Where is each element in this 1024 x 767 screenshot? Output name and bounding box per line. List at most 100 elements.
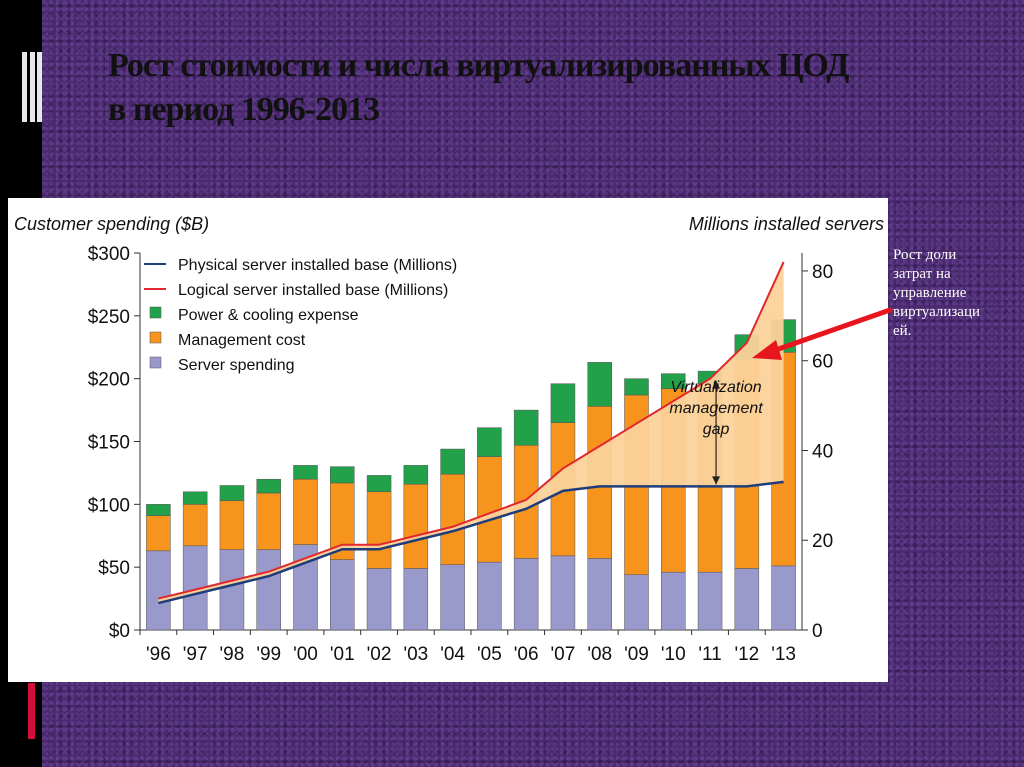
legend-label: Power & cooling expense bbox=[178, 307, 359, 324]
y-left-tick-label: $0 bbox=[109, 621, 130, 642]
legend-label: Physical server installed base (Millions… bbox=[178, 257, 457, 274]
bar-segment-management-cost bbox=[219, 500, 245, 550]
x-tick-label: '00 bbox=[293, 644, 318, 665]
bar-segment-power-cooling-expense bbox=[293, 465, 318, 480]
bar-segment-power-cooling-expense bbox=[182, 491, 208, 505]
x-tick-label: '13 bbox=[771, 644, 796, 665]
y-left-tick-label: $250 bbox=[88, 307, 130, 328]
bar-segment-server-spending bbox=[366, 568, 392, 631]
x-tick-label: '08 bbox=[587, 644, 612, 665]
decorative-red-bar bbox=[28, 683, 35, 739]
x-tick-label: '06 bbox=[514, 644, 539, 665]
x-tick-label: '07 bbox=[551, 644, 576, 665]
bar-segment-power-cooling-expense bbox=[513, 409, 539, 446]
slide-title-line1: Рост стоимости и числа виртуализированны… bbox=[108, 47, 850, 84]
gap-annotation-line: management bbox=[669, 400, 763, 417]
bar-segment-power-cooling-expense bbox=[661, 373, 686, 389]
x-tick-label: '98 bbox=[220, 644, 245, 665]
y-left-tick-label: $100 bbox=[88, 495, 130, 516]
bar-segment-power-cooling-expense bbox=[366, 475, 392, 493]
y-left-tick-label: $50 bbox=[98, 558, 130, 579]
x-tick-label: '12 bbox=[734, 644, 759, 665]
slide-title-line2: в период 1996-2013 bbox=[108, 91, 380, 128]
bar-segment-management-cost bbox=[293, 478, 318, 545]
bar-segment-server-spending bbox=[697, 571, 723, 631]
legend-box-swatch bbox=[149, 306, 162, 319]
y-right-tick-label: 0 bbox=[812, 621, 823, 642]
bar-segment-management-cost bbox=[366, 491, 392, 569]
bar-segment-power-cooling-expense bbox=[587, 362, 612, 407]
y-left-tick-label: $150 bbox=[88, 433, 130, 454]
bar-segment-server-spending bbox=[550, 555, 576, 631]
chart-svg: Customer spending ($B) Millions installed… bbox=[14, 214, 884, 665]
y-left-tick-label: $200 bbox=[88, 370, 130, 391]
bar-segment-server-spending bbox=[661, 571, 686, 631]
y-right-tick-label: 40 bbox=[812, 441, 833, 462]
gap-annotation-line: Virtualization bbox=[670, 379, 761, 396]
y-right-axis-title: Millions installed servers bbox=[689, 214, 884, 234]
bar-segment-management-cost bbox=[440, 473, 465, 565]
line-series-logical bbox=[158, 261, 785, 600]
side-note-line: затрат на bbox=[893, 266, 951, 282]
bar-segment-server-spending bbox=[624, 574, 649, 631]
bar-segment-server-spending bbox=[587, 558, 612, 631]
bar-segment-server-spending bbox=[219, 549, 245, 631]
bar-segment-power-cooling-expense bbox=[550, 383, 576, 423]
side-note-line: виртуализаци bbox=[893, 304, 981, 320]
bar-segment-power-cooling-expense bbox=[146, 504, 171, 516]
legend-box-swatch bbox=[149, 356, 162, 369]
x-tick-label: '11 bbox=[698, 644, 721, 665]
x-tick-label: '04 bbox=[440, 644, 465, 665]
bar-segment-management-cost bbox=[146, 515, 171, 552]
bar-segment-server-spending bbox=[330, 559, 355, 631]
bar-segment-management-cost bbox=[182, 504, 208, 547]
bar-segment-power-cooling-expense bbox=[219, 485, 245, 501]
y-right-tick-label: 80 bbox=[812, 262, 833, 283]
bar-segment-server-spending bbox=[477, 561, 502, 631]
bar-segment-power-cooling-expense bbox=[403, 465, 429, 485]
bar-segment-server-spending bbox=[513, 558, 539, 631]
x-tick-label: '97 bbox=[183, 644, 208, 665]
decorative-bars bbox=[22, 52, 42, 122]
x-tick-label: '99 bbox=[256, 644, 281, 665]
legend-box-swatch bbox=[149, 331, 162, 344]
bar-segment-management-cost bbox=[403, 483, 429, 569]
x-tick-label: '96 bbox=[146, 644, 171, 665]
x-tick-label: '01 bbox=[330, 644, 355, 665]
gap-arrow-head-top bbox=[712, 380, 721, 389]
y-left-axis-title: Customer spending ($B) bbox=[14, 214, 209, 234]
bar-segment-management-cost bbox=[256, 492, 281, 550]
bar-segment-server-spending bbox=[403, 568, 429, 631]
bar-segment-server-spending bbox=[440, 564, 465, 631]
x-tick-label: '05 bbox=[477, 644, 502, 665]
gap-arrow-head-bottom bbox=[712, 476, 721, 485]
side-note: Рост доли затрат на управление виртуализаци… bbox=[893, 246, 1024, 341]
legend-label: Server spending bbox=[178, 357, 295, 374]
virtualization-gap-area bbox=[158, 261, 784, 604]
legend-label: Management cost bbox=[178, 332, 306, 349]
bar-segment-power-cooling-expense bbox=[440, 448, 465, 475]
gap-annotation-line: gap bbox=[703, 421, 730, 438]
side-note-line: Рост доли bbox=[893, 247, 957, 263]
side-note-line: ей. bbox=[893, 323, 912, 339]
bar-segment-server-spending bbox=[146, 550, 171, 631]
y-right-tick-label: 20 bbox=[812, 531, 833, 552]
x-tick-label: '02 bbox=[367, 644, 392, 665]
slide-title: Рост стоимости и числа виртуализированны… bbox=[108, 44, 988, 132]
y-right-tick-label: 60 bbox=[812, 352, 833, 373]
legend-label: Logical server installed base (Millions) bbox=[178, 282, 448, 299]
bar-segment-server-spending bbox=[734, 568, 760, 631]
x-tick-label: '09 bbox=[624, 644, 649, 665]
x-tick-label: '10 bbox=[661, 644, 686, 665]
bar-segment-server-spending bbox=[771, 565, 796, 631]
bar-segment-power-cooling-expense bbox=[256, 478, 281, 494]
x-tick-label: '03 bbox=[403, 644, 428, 665]
bar-segment-power-cooling-expense bbox=[477, 427, 502, 457]
line-series-physical bbox=[158, 480, 784, 605]
bar-segment-server-spending bbox=[256, 549, 281, 631]
y-left-tick-label: $300 bbox=[88, 244, 130, 265]
red-arrow-icon bbox=[752, 307, 893, 360]
side-note-line: управление bbox=[893, 285, 967, 301]
bar-segment-power-cooling-expense bbox=[624, 378, 649, 396]
bar-segment-power-cooling-expense bbox=[330, 466, 355, 484]
